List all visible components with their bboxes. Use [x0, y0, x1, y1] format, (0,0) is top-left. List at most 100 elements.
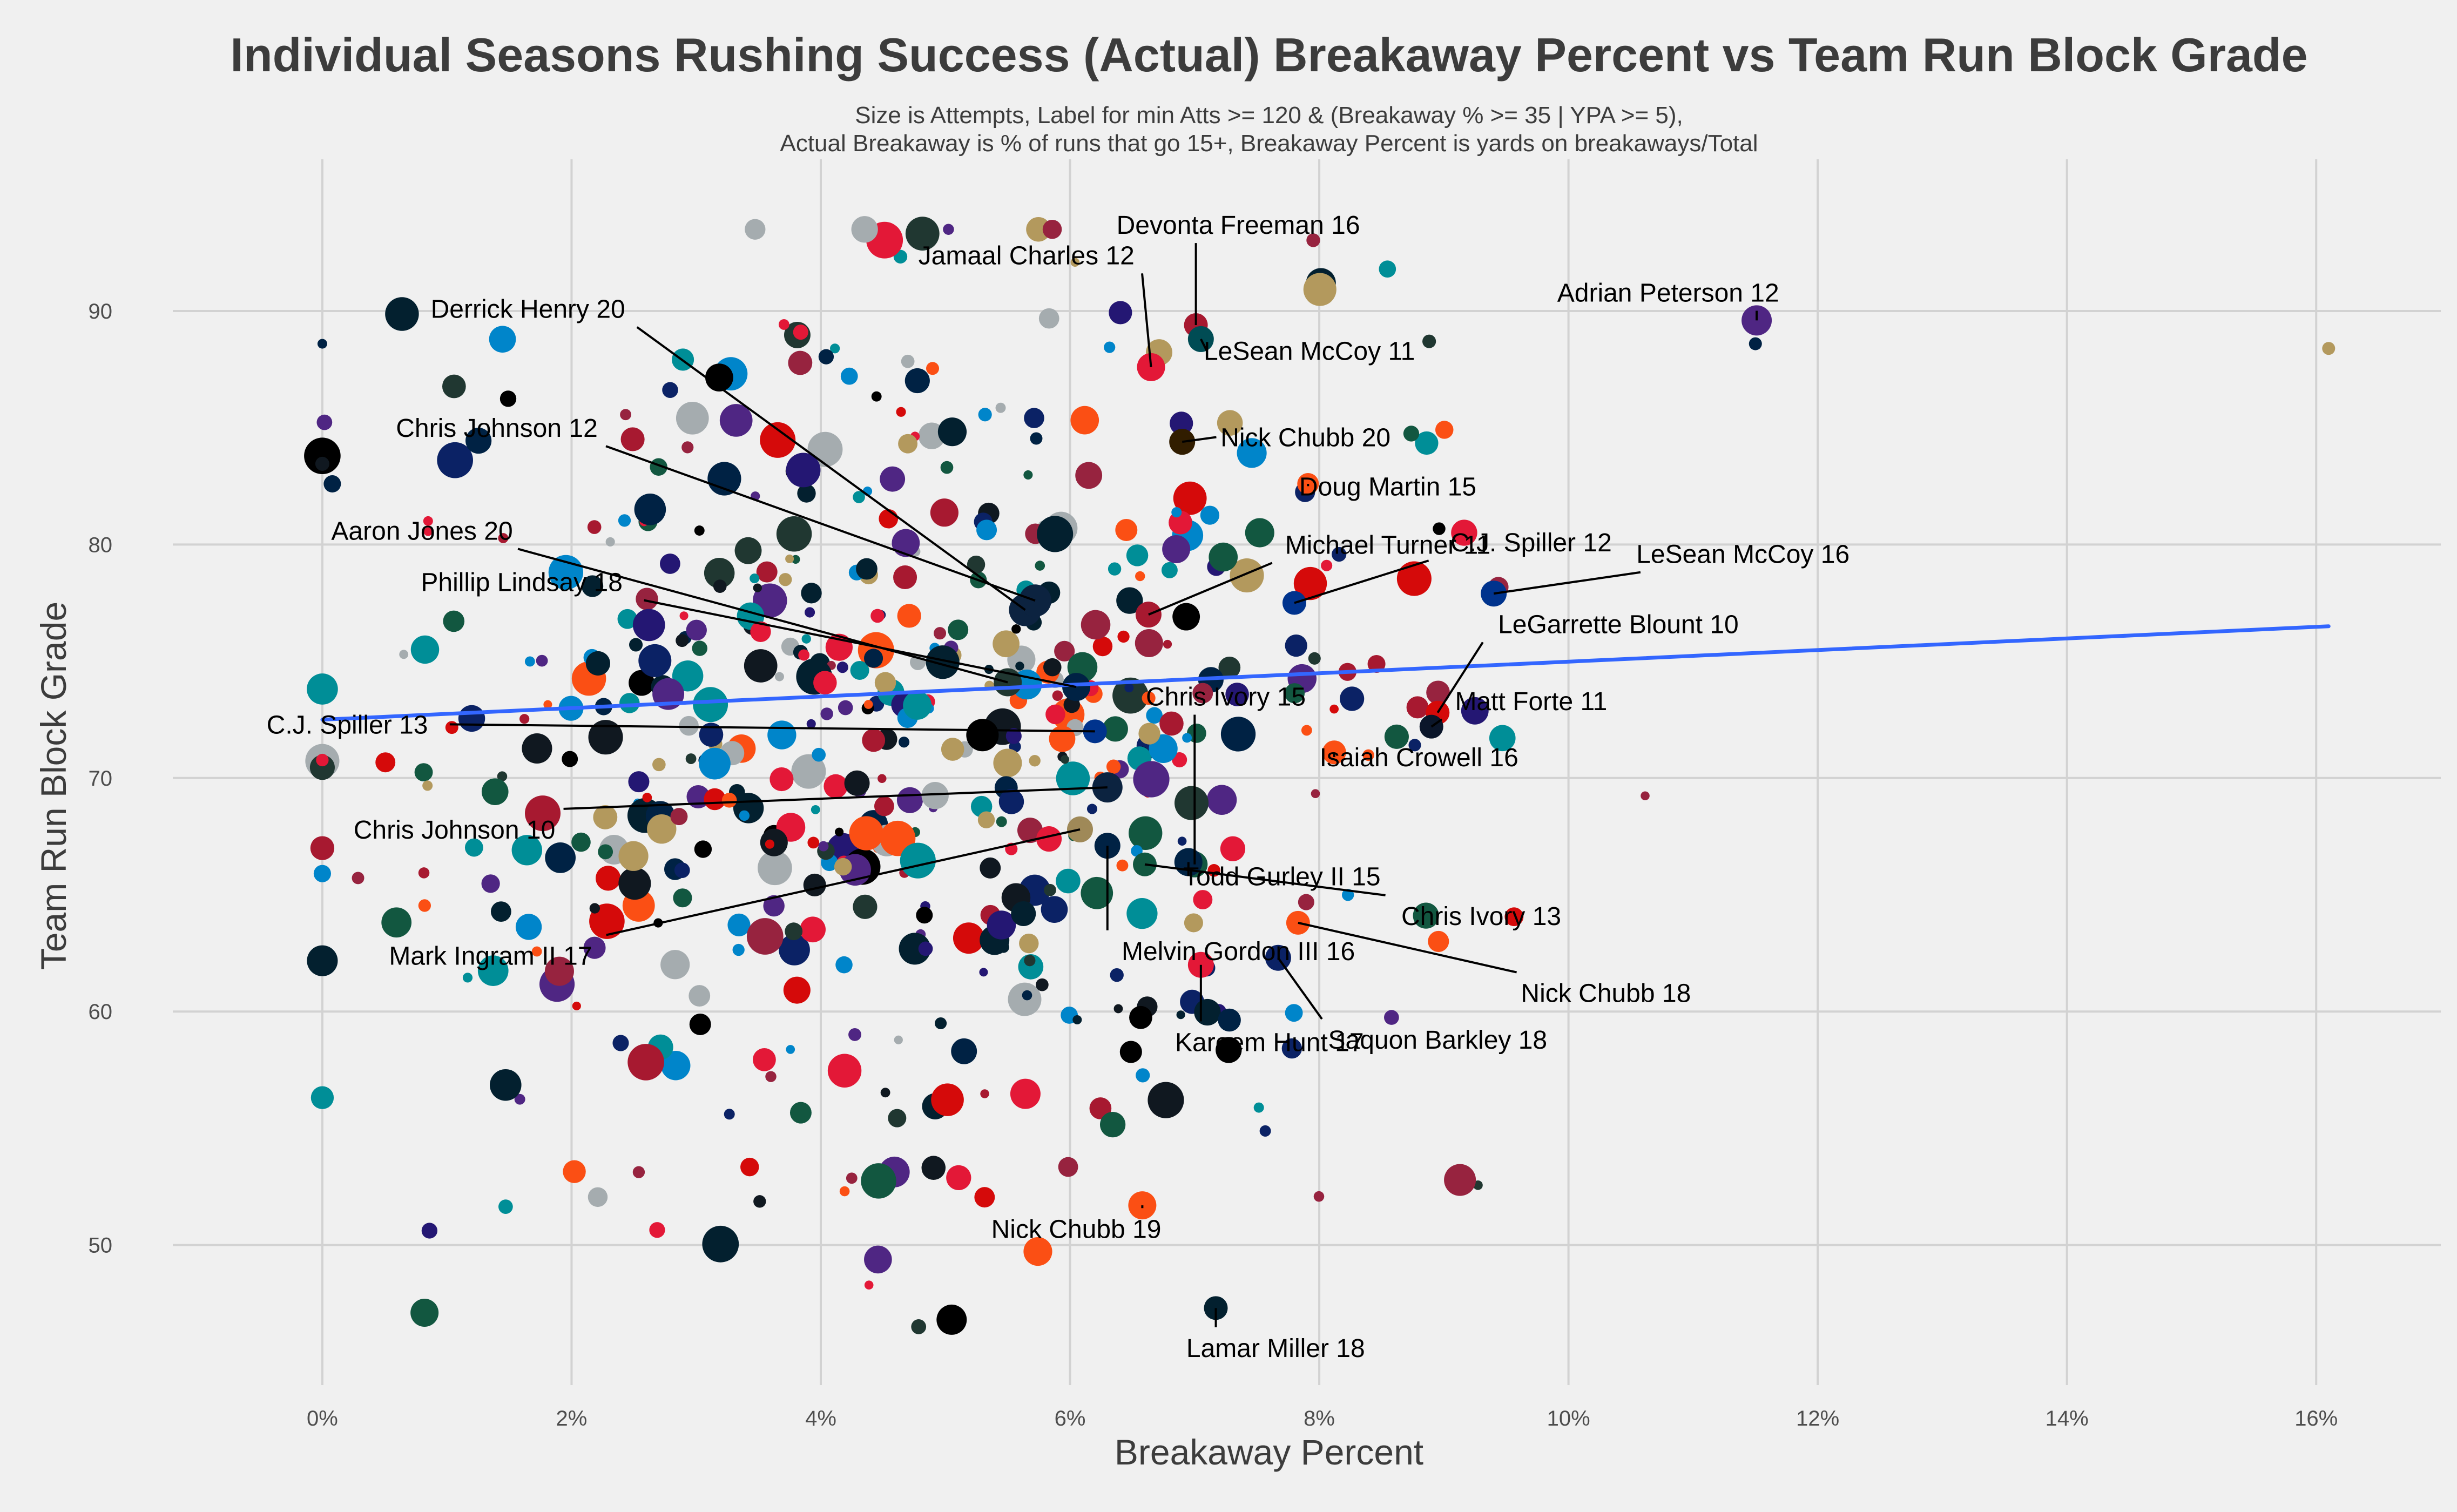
annotation-leader-line — [1436, 642, 1484, 713]
data-point — [1206, 785, 1237, 815]
data-point — [850, 660, 869, 680]
data-point — [974, 1187, 995, 1208]
data-point — [1193, 890, 1213, 909]
data-point — [652, 758, 666, 772]
chart-subtitle-line-1: Size is Attempts, Label for min Atts >= … — [855, 102, 1683, 129]
data-point — [1116, 859, 1129, 872]
data-point — [593, 805, 618, 829]
data-point — [806, 719, 816, 728]
data-point — [2322, 342, 2336, 355]
data-point — [1010, 1078, 1041, 1109]
data-point — [1017, 818, 1043, 843]
data-point — [1230, 558, 1264, 593]
data-point — [352, 872, 364, 885]
data-point — [1106, 759, 1121, 774]
annotation-label: Michael Turner 11 — [1285, 531, 1491, 559]
data-point — [660, 950, 690, 980]
data-point — [443, 610, 465, 632]
data-point — [713, 579, 727, 593]
data-point — [422, 780, 433, 791]
x-tick-label: 6% — [1055, 1407, 1086, 1430]
data-point — [853, 491, 865, 503]
data-point — [618, 867, 651, 900]
data-point — [531, 946, 542, 957]
annotation-label: Chris Johnson 10 — [354, 816, 556, 845]
data-point — [437, 442, 473, 478]
data-point — [1045, 704, 1065, 725]
annotation-leader-line — [517, 548, 1008, 684]
data-point — [385, 297, 419, 331]
data-point — [1129, 816, 1163, 850]
data-point — [788, 350, 813, 375]
data-point — [1171, 507, 1182, 518]
data-point — [1259, 1125, 1271, 1137]
data-point — [1367, 654, 1386, 673]
data-point — [1217, 410, 1243, 436]
data-point — [721, 793, 737, 808]
data-point — [688, 985, 711, 1007]
data-point — [719, 404, 753, 437]
data-point — [1173, 481, 1207, 515]
data-point — [966, 719, 999, 752]
data-point — [1117, 630, 1130, 643]
data-point — [977, 811, 995, 828]
data-point — [800, 916, 826, 943]
data-point — [647, 814, 677, 844]
data-point — [836, 662, 848, 673]
annotation-label: Lamar Miller 18 — [1186, 1334, 1365, 1363]
data-point — [935, 1017, 947, 1030]
data-point — [979, 968, 988, 977]
data-point — [1113, 1004, 1123, 1014]
data-point — [786, 453, 821, 488]
data-point — [1489, 725, 1516, 752]
data-point — [834, 858, 852, 876]
data-point — [620, 409, 631, 421]
data-point — [1108, 562, 1122, 576]
x-tick-label: 4% — [805, 1407, 836, 1430]
data-point — [797, 484, 816, 503]
data-point — [1044, 883, 1056, 896]
data-point — [803, 873, 826, 896]
data-point — [774, 672, 784, 681]
data-point — [1422, 334, 1436, 348]
data-point — [634, 494, 666, 525]
trend-line-group — [320, 624, 2331, 722]
data-point — [638, 644, 672, 677]
annotation-leader-line — [449, 723, 1095, 733]
data-point — [519, 714, 530, 724]
data-point — [943, 224, 954, 235]
data-point — [863, 700, 873, 709]
data-point — [1170, 411, 1193, 435]
y-tick-label: 70 — [89, 767, 113, 791]
data-point — [846, 1172, 858, 1184]
annotation-leader-line — [563, 786, 1108, 810]
data-point — [589, 903, 625, 939]
data-point — [776, 516, 812, 552]
data-point — [996, 816, 1007, 827]
data-points — [304, 216, 2336, 1335]
data-point — [1253, 1102, 1264, 1113]
data-point — [993, 748, 1022, 778]
data-point — [545, 842, 576, 873]
data-point — [879, 509, 899, 529]
data-point — [921, 1156, 946, 1180]
data-point — [1138, 723, 1160, 745]
data-point — [707, 462, 741, 496]
data-point — [951, 1038, 977, 1064]
data-point — [1129, 1005, 1152, 1029]
data-point — [562, 751, 578, 767]
annotation-label: Nick Chubb 20 — [1220, 424, 1390, 453]
data-point — [1126, 544, 1149, 566]
data-point — [464, 838, 483, 857]
data-point — [1036, 978, 1049, 991]
data-point — [1332, 546, 1347, 562]
data-point — [679, 611, 688, 620]
data-point — [853, 894, 878, 919]
data-point — [1092, 636, 1113, 657]
data-point — [423, 516, 433, 526]
data-point — [1182, 733, 1192, 743]
data-point — [1161, 562, 1178, 578]
annotation-leader-line — [1148, 562, 1273, 616]
data-point — [811, 805, 820, 814]
data-point — [789, 1102, 812, 1124]
